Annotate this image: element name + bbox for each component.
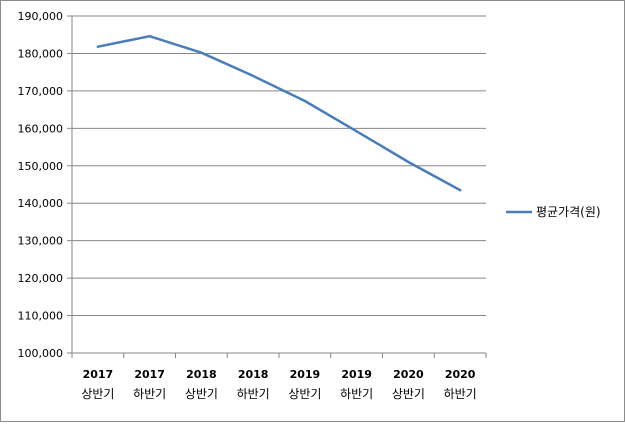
x-tick-label-half: 하반기 <box>237 387 270 401</box>
x-tick-label-half: 하반기 <box>133 387 166 401</box>
x-axis-ticks: 2017 상반기 2017 하반기 2018 상반기 2018 하반기 2019 상반기 2019 하… <box>71 353 487 401</box>
axes <box>71 16 486 354</box>
data-point <box>458 188 462 192</box>
data-point <box>96 45 100 48</box>
data-point <box>407 160 410 164</box>
y-tick-label: 120,000 <box>18 272 64 285</box>
data-point <box>303 99 307 103</box>
y-tick-label: 110,000 <box>18 310 64 323</box>
x-tick-label-half: 상반기 <box>185 387 218 401</box>
x-tick-label-year: 2020 <box>393 368 424 381</box>
x-tick-label-year: 2020 <box>445 368 476 381</box>
x-tick-label-half: 상반기 <box>392 387 425 401</box>
y-tick-label: 100,000 <box>18 347 64 360</box>
data-point <box>200 51 203 54</box>
data-point <box>355 130 358 133</box>
x-tick-label-half: 하반기 <box>444 387 477 401</box>
x-tick-label-half: 하반기 <box>340 387 373 401</box>
data-point <box>148 35 151 38</box>
x-tick-label-year: 2017 <box>83 368 114 381</box>
legend: 평균가격(원) <box>506 205 601 219</box>
x-tick-label-half: 상반기 <box>81 387 114 401</box>
legend-label: 평균가격(원) <box>536 205 601 219</box>
y-tick-label: 150,000 <box>18 160 64 173</box>
series-line <box>96 34 462 192</box>
x-tick-label-year: 2019 <box>290 368 321 381</box>
y-tick-label: 130,000 <box>18 235 64 248</box>
y-tick-label: 140,000 <box>18 197 64 210</box>
y-tick-label: 170,000 <box>18 85 64 98</box>
x-tick-label-year: 2019 <box>341 368 372 381</box>
x-tick-label-half: 상반기 <box>288 387 321 401</box>
series <box>96 34 462 192</box>
data-point <box>251 74 255 78</box>
gridlines <box>72 15 486 317</box>
x-tick-label-year: 2018 <box>186 368 217 381</box>
y-tick-label: 190,000 <box>18 10 64 23</box>
x-tick-label-year: 2018 <box>238 368 269 381</box>
y-tick-label: 180,000 <box>18 47 64 60</box>
y-axis-ticks: 100,000 110,000 120,000 130,000 140,000 150,0… <box>18 10 72 360</box>
y-tick-label: 160,000 <box>18 122 64 135</box>
x-tick-label-year: 2017 <box>134 368 165 381</box>
